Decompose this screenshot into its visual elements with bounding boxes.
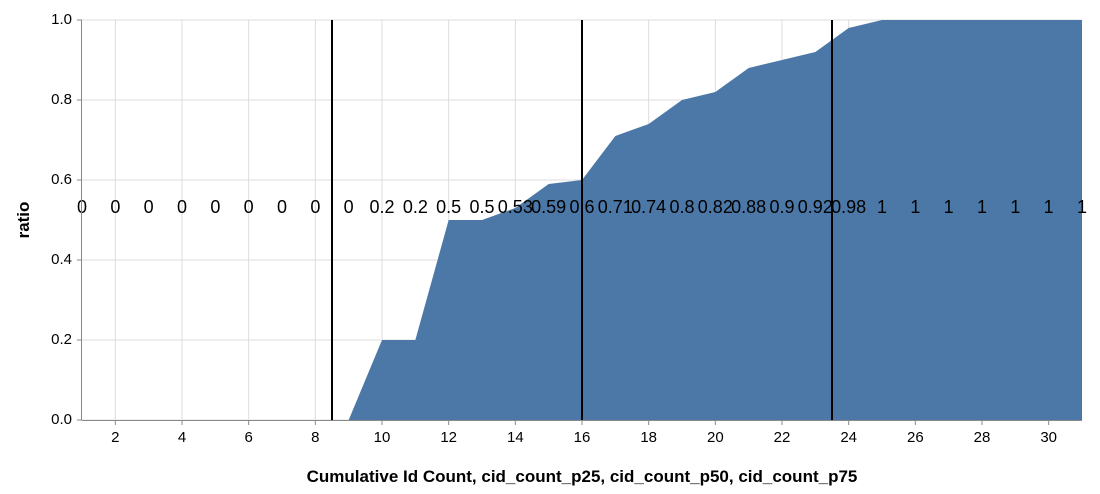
data-label: 0.2 (403, 197, 428, 217)
data-label: 0 (344, 197, 354, 217)
x-tick-label: 22 (774, 429, 791, 446)
data-label: 0.8 (669, 197, 694, 217)
data-label: 0.88 (731, 197, 766, 217)
data-label: 0 (177, 197, 187, 217)
y-tick-label: 0.2 (51, 331, 72, 348)
y-tick-label: 0.4 (51, 251, 72, 268)
data-label: 0.6 (569, 197, 594, 217)
data-label: 0 (244, 197, 254, 217)
y-tick-label: 0.6 (51, 171, 72, 188)
percentile-rules (331, 20, 833, 420)
x-axis-title: Cumulative Id Count, cid_count_p25, cid_… (307, 467, 858, 486)
data-label: 0.92 (798, 197, 833, 217)
data-label: 0 (210, 197, 220, 217)
x-tick-label: 8 (311, 429, 319, 446)
data-label: 0 (310, 197, 320, 217)
data-label: 1 (910, 197, 920, 217)
x-tick-label: 16 (574, 429, 591, 446)
data-label: 1 (1077, 197, 1087, 217)
x-tick-label: 24 (840, 429, 857, 446)
x-tick-label: 4 (178, 429, 186, 446)
y-axis: 0.0 0.2 0.4 0.6 0.8 1.0 (51, 11, 82, 428)
data-label: 0.9 (769, 197, 794, 217)
x-tick-label: 12 (440, 429, 457, 446)
x-tick-label: 6 (244, 429, 252, 446)
y-axis-title: ratio (14, 202, 33, 239)
data-label: 0.53 (498, 197, 533, 217)
data-label: 0.82 (698, 197, 733, 217)
x-tick-label: 14 (507, 429, 524, 446)
data-label: 0.71 (598, 197, 633, 217)
data-labels: 0000000000.20.20.50.50.530.590.60.710.74… (77, 197, 1087, 217)
data-label: 0.2 (369, 197, 394, 217)
data-label: 0.74 (631, 197, 666, 217)
x-tick-label: 30 (1040, 429, 1057, 446)
data-label: 1 (877, 197, 887, 217)
data-label: 0 (277, 197, 287, 217)
x-tick-label: 2 (111, 429, 119, 446)
x-tick-label: 10 (374, 429, 391, 446)
data-label: 0.5 (469, 197, 494, 217)
data-label: 1 (977, 197, 987, 217)
data-label: 0 (144, 197, 154, 217)
data-label: 1 (944, 197, 954, 217)
data-label: 1 (1010, 197, 1020, 217)
data-label: 0.59 (531, 197, 566, 217)
y-tick-label: 0.8 (51, 91, 72, 108)
y-tick-label: 1.0 (51, 11, 72, 28)
data-label: 0.5 (436, 197, 461, 217)
x-tick-label: 28 (974, 429, 991, 446)
y-tick-label: 0.0 (51, 411, 72, 428)
data-label: 0 (110, 197, 120, 217)
x-tick-label: 18 (640, 429, 657, 446)
x-tick-label: 20 (707, 429, 724, 446)
data-label: 0.98 (831, 197, 866, 217)
x-axis: 2 4 6 8 10 12 14 16 18 20 22 24 26 28 30 (111, 420, 1057, 446)
x-tick-label: 26 (907, 429, 924, 446)
data-label: 1 (1044, 197, 1054, 217)
